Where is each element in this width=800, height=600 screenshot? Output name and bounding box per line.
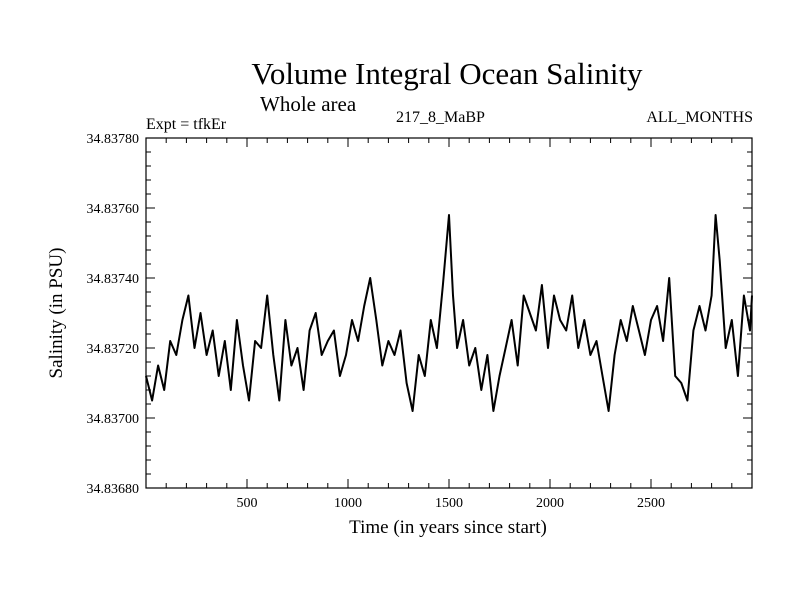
x-axis-label: Time (in years since start) bbox=[349, 517, 547, 538]
x-tick-label: 500 bbox=[237, 496, 258, 511]
chart-title: Volume Integral Ocean Salinity bbox=[251, 56, 643, 91]
x-tick-label: 1000 bbox=[334, 496, 362, 511]
y-tick-label: 34.83760 bbox=[87, 202, 140, 217]
chart-subtitle: Whole area bbox=[260, 92, 357, 116]
y-tick-label: 34.83700 bbox=[87, 412, 140, 427]
x-tick-label: 1500 bbox=[435, 496, 463, 511]
salinity-series-line bbox=[145, 214, 753, 412]
run-id-label: 217_8_MaBP bbox=[396, 109, 485, 126]
experiment-label: Expt = tfkEr bbox=[146, 116, 227, 133]
y-tick-label: 34.83720 bbox=[87, 342, 140, 357]
months-label: ALL_MONTHS bbox=[646, 109, 753, 126]
y-tick-label: 34.83780 bbox=[87, 132, 140, 147]
plot-frame bbox=[145, 137, 753, 489]
y-tick-label: 34.83740 bbox=[87, 272, 140, 287]
x-tick-label: 2500 bbox=[637, 496, 665, 511]
x-tick-label: 2000 bbox=[536, 496, 564, 511]
y-axis-label: Salinity (in PSU) bbox=[46, 248, 67, 379]
y-tick-label: 34.83680 bbox=[87, 482, 140, 497]
